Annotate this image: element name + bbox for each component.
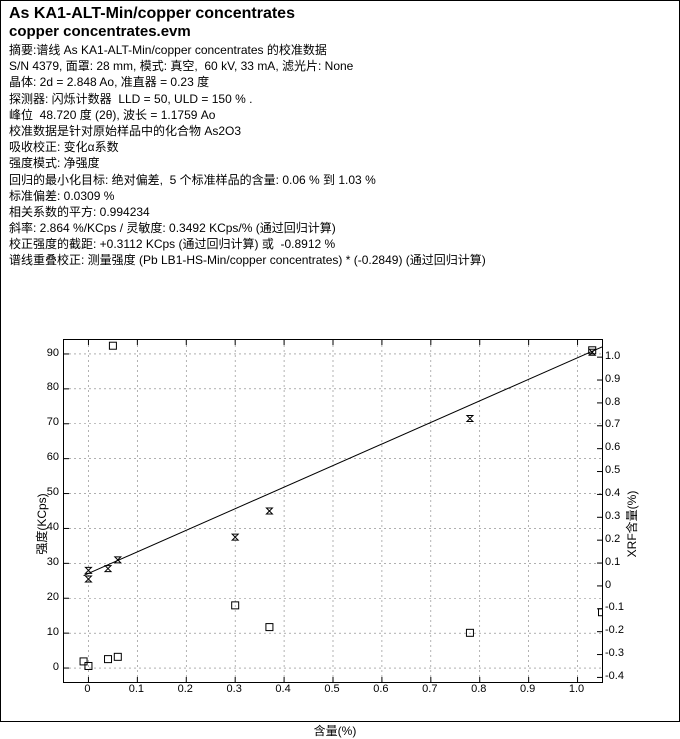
y-left-tick-label: 10 <box>47 626 59 638</box>
y-right-tick-label: 0.8 <box>605 396 620 408</box>
x-tick-label: 0.2 <box>178 683 193 695</box>
info-line: 斜率: 2.864 %/KCps / 灵敏度: 0.3492 KCps/% (通… <box>9 220 671 236</box>
info-line: 强度模式: 净强度 <box>9 155 671 171</box>
y-left-tick-label: 70 <box>47 416 59 428</box>
y-right-tick-label: -0.3 <box>605 647 624 659</box>
y-left-tick-label: 40 <box>47 521 59 533</box>
page-subtitle: copper concentrates.evm <box>9 23 671 40</box>
x-tick-label: 0.9 <box>520 683 535 695</box>
y-left-tick-label: 50 <box>47 486 59 498</box>
plot-area <box>63 339 603 683</box>
y-left-tick-label: 30 <box>47 556 59 568</box>
info-block: 摘要:谱线 As KA1-ALT-Min/copper concentrates… <box>9 42 671 269</box>
info-line: 峰位 48.720 度 (2θ), 波长 = 1.1759 Ao <box>9 107 671 123</box>
info-line: 摘要:谱线 As KA1-ALT-Min/copper concentrates… <box>9 42 671 58</box>
x-tick-label: 0.5 <box>324 683 339 695</box>
y-left-tick-label: 20 <box>47 591 59 603</box>
y-right-tick-label: 0.3 <box>605 510 620 522</box>
info-line: 探测器: 闪烁计数器 LLD = 50, ULD = 150 % . <box>9 91 671 107</box>
info-line: 相关系数的平方: 0.994234 <box>9 204 671 220</box>
y-right-tick-label: 0.6 <box>605 441 620 453</box>
info-line: 校正强度的截距: +0.3112 KCps (通过回归计算) 或 -0.8912… <box>9 236 671 252</box>
y-right-tick-label: 0.1 <box>605 556 620 568</box>
plot-svg <box>64 340 602 682</box>
x-tick-label: 0.6 <box>373 683 388 695</box>
info-line: S/N 4379, 面罩: 28 mm, 模式: 真空, 60 kV, 33 m… <box>9 58 671 74</box>
info-line: 回归的最小化目标: 绝对偏差, 5 个标准样品的含量: 0.06 % 到 1.0… <box>9 172 671 188</box>
y-right-tick-label: -0.1 <box>605 601 624 613</box>
page-title: As KA1-ALT-Min/copper concentrates <box>9 5 671 23</box>
x-tick-label: 0.1 <box>129 683 144 695</box>
x-tick-label: 0.3 <box>227 683 242 695</box>
y-right-tick-label: -0.4 <box>605 670 624 682</box>
y-right-tick-label: 0.5 <box>605 464 620 476</box>
report-container: As KA1-ALT-Min/copper concentrates coppe… <box>0 0 680 722</box>
y-right-tick-label: 0.2 <box>605 533 620 545</box>
y-right-tick-label: 0.4 <box>605 487 620 499</box>
x-axis-label: 含量(%) <box>314 722 357 739</box>
y-right-tick-label: 0 <box>605 579 611 591</box>
y-right-tick-label: 1.0 <box>605 350 620 362</box>
info-line: 标准偏差: 0.0309 % <box>9 188 671 204</box>
y-left-tick-label: 90 <box>47 347 59 359</box>
y-right-tick-label: 0.9 <box>605 373 620 385</box>
y-left-tick-label: 60 <box>47 451 59 463</box>
x-tick-label: 0.4 <box>275 683 290 695</box>
info-line: 吸收校正: 变化α系数 <box>9 139 671 155</box>
y-left-tick-label: 0 <box>53 661 59 673</box>
y-right-tick-label: 0.7 <box>605 418 620 430</box>
info-line: 谱线重叠校正: 测量强度 (Pb LB1-HS-Min/copper conce… <box>9 252 671 268</box>
x-tick-label: 1.0 <box>569 683 584 695</box>
y-right-tick-label: -0.2 <box>605 624 624 636</box>
info-line: 校准数据是针对原始样品中的化合物 As2O3 <box>9 123 671 139</box>
calibration-chart: 强度(KCps) XRF含量(%) 含量(%) 00.10.20.30.40.5… <box>15 339 655 709</box>
x-tick-label: 0.7 <box>422 683 437 695</box>
info-line: 晶体: 2d = 2.848 Ao, 准直器 = 0.23 度 <box>9 74 671 90</box>
y-left-tick-label: 80 <box>47 381 59 393</box>
x-tick-label: 0.8 <box>471 683 486 695</box>
x-tick-label: 0 <box>84 683 90 695</box>
y-right-axis-label: XRF含量(%) <box>623 490 640 557</box>
